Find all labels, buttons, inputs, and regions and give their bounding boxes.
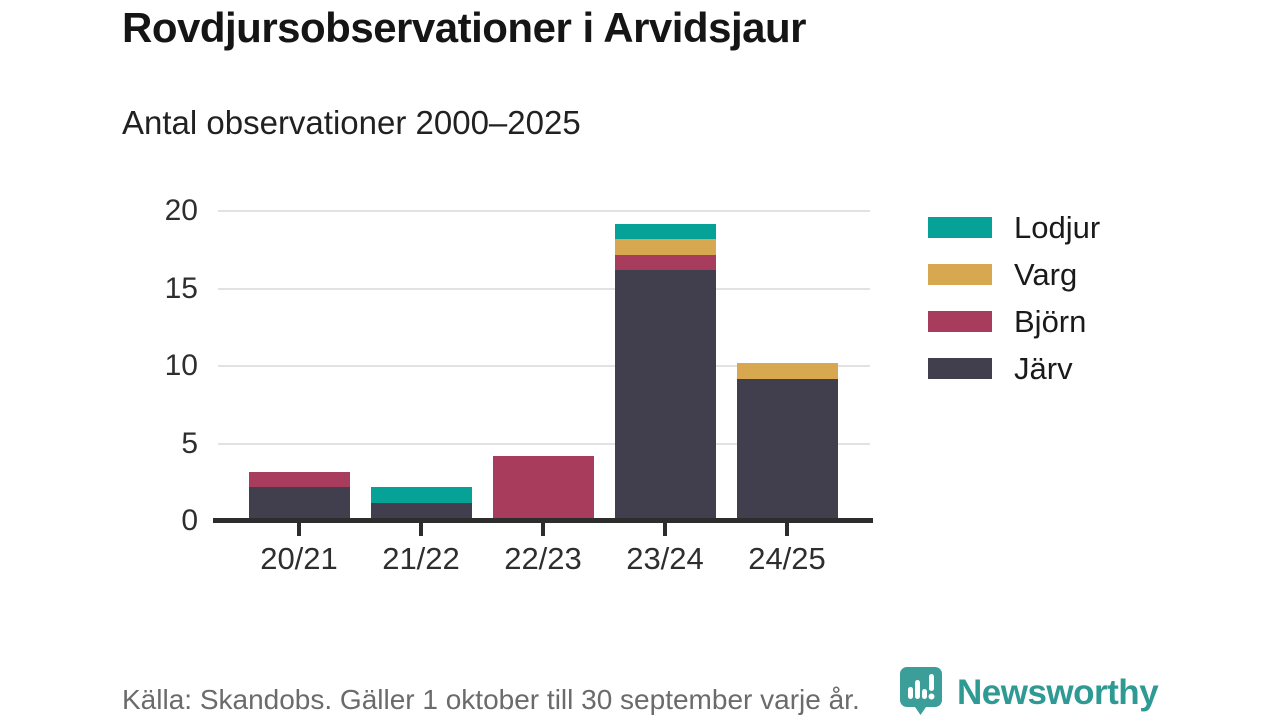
newsworthy-wordmark: Newsworthy: [957, 673, 1159, 712]
legend-item: Varg: [928, 251, 1100, 298]
source-note: Källa: Skandobs. Gäller 1 oktober till 3…: [122, 684, 860, 715]
x-axis-tick: [541, 523, 545, 536]
gridline: [218, 365, 870, 367]
x-axis-tick: [297, 523, 301, 536]
legend: Lodjur Varg Björn Järv: [928, 204, 1100, 392]
x-axis-tick-label: 23/24: [626, 541, 704, 576]
legend-swatch: [928, 358, 992, 379]
bar-segment-lodjur: [614, 223, 716, 239]
page-title: Rovdjursobservationer i Arvidsjaur: [122, 4, 806, 51]
newsworthy-logo: Newsworthy: [899, 666, 1159, 716]
legend-label: Järv: [1014, 350, 1073, 386]
legend-label: Varg: [1014, 256, 1078, 292]
bar-segment-järv: [736, 378, 838, 518]
x-axis-tick-label: 24/25: [748, 541, 826, 576]
bar-segment-järv: [248, 487, 350, 518]
x-axis-tick: [663, 523, 667, 536]
bar-segment-lodjur: [370, 487, 472, 503]
y-axis-tick-label: 15: [164, 271, 198, 305]
y-axis-tick-label: 0: [181, 504, 198, 537]
legend-item: Björn: [928, 298, 1100, 345]
x-axis-tick-label: 22/23: [504, 541, 582, 576]
bar-segment-varg: [736, 363, 838, 379]
y-axis-tick-label: 10: [164, 349, 198, 382]
bar-segment-järv: [614, 270, 716, 518]
x-axis-line: [213, 518, 873, 523]
gridline: [218, 442, 870, 445]
x-axis-tick-label: 20/21: [260, 541, 338, 576]
y-axis-tick-label: 5: [181, 426, 198, 460]
bar-segment-björn: [492, 456, 594, 518]
x-axis-tick: [785, 523, 789, 536]
legend-swatch: [928, 264, 992, 285]
legend-swatch: [928, 217, 992, 238]
bar-segment-varg: [614, 239, 716, 255]
x-axis-tick: [419, 523, 423, 536]
newsworthy-logo-icon: [900, 667, 942, 715]
gridline: [218, 210, 870, 212]
legend-label: Lodjur: [1014, 209, 1101, 245]
bar-segment-björn: [614, 254, 716, 270]
chart-subtitle: Antal observationer 2000–2025: [122, 104, 581, 141]
legend-swatch: [928, 311, 992, 332]
legend-item: Lodjur: [928, 204, 1100, 251]
legend-item: Järv: [928, 345, 1100, 392]
bar-segment-björn: [248, 471, 350, 487]
x-axis-tick-label: 21/22: [382, 541, 460, 576]
bar-segment-järv: [370, 502, 472, 518]
gridline: [218, 287, 870, 290]
legend-label: Björn: [1014, 303, 1087, 339]
y-axis-tick-label: 20: [164, 194, 198, 227]
